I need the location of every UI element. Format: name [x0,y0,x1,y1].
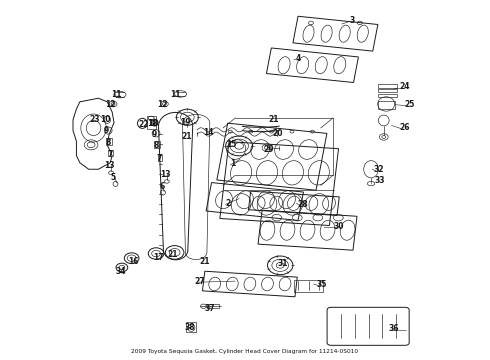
Bar [378,101,395,109]
Text: 5: 5 [111,173,116,182]
Text: 2009 Toyota Sequoia Gasket, Cylinder Head Cover Diagram for 11214-0S010: 2009 Toyota Sequoia Gasket, Cylinder Hea… [131,349,359,354]
Text: 14: 14 [203,128,214,137]
Text: 9: 9 [151,130,157,139]
Bar [378,94,397,97]
Text: 24: 24 [399,82,410,91]
Text: 28: 28 [297,200,308,209]
Bar [258,210,357,250]
Bar [158,155,162,161]
Bar [248,191,339,215]
Text: 21: 21 [181,132,192,141]
Bar [202,271,297,297]
Text: 35: 35 [317,280,327,289]
Bar [217,123,327,190]
Text: 7: 7 [107,150,113,159]
Text: 2: 2 [225,199,230,208]
Text: 21: 21 [268,114,279,123]
Text: 8: 8 [105,138,111,147]
Bar [108,150,113,156]
Text: 16: 16 [128,257,139,266]
Bar [207,304,220,309]
Bar [267,48,358,82]
Text: 12: 12 [157,100,167,109]
Text: 31: 31 [278,259,288,268]
Bar [220,142,339,225]
Text: 3: 3 [350,16,355,25]
Text: 17: 17 [153,253,163,262]
Text: 13: 13 [104,161,115,170]
Text: 32: 32 [374,166,384,175]
Text: 11: 11 [111,90,122,99]
Text: 15: 15 [226,140,237,149]
Text: 37: 37 [204,304,215,313]
Text: 1: 1 [230,159,235,168]
Text: 38: 38 [185,323,196,332]
Text: 23: 23 [89,114,100,123]
Text: 22: 22 [138,120,148,129]
Bar [294,279,323,292]
Bar [147,116,156,129]
Bar [206,183,303,220]
Text: 36: 36 [388,324,399,333]
Bar [293,16,378,51]
Text: 18: 18 [147,119,157,128]
Text: 21: 21 [168,250,178,259]
Bar [106,138,112,145]
Text: 9: 9 [103,126,109,135]
Text: 6: 6 [159,182,165,191]
Bar [186,321,196,332]
Text: 8: 8 [153,141,159,150]
Text: 34: 34 [116,267,126,276]
Text: 12: 12 [105,100,116,109]
Bar [378,89,397,93]
Text: 27: 27 [195,276,205,285]
Text: 4: 4 [296,54,301,63]
Text: 11: 11 [171,90,181,99]
Text: 21: 21 [200,257,210,266]
Text: 20: 20 [272,129,283,138]
Bar [378,84,397,88]
Text: 10: 10 [148,119,158,128]
Text: 25: 25 [404,100,415,109]
Text: 13: 13 [161,170,171,179]
Text: 29: 29 [263,145,274,154]
Text: 10: 10 [100,115,111,124]
Bar [154,141,160,148]
Text: 33: 33 [375,176,385,185]
Text: 7: 7 [156,154,162,163]
Text: 30: 30 [334,222,344,231]
Text: 26: 26 [399,123,410,132]
Text: 19: 19 [180,118,191,127]
